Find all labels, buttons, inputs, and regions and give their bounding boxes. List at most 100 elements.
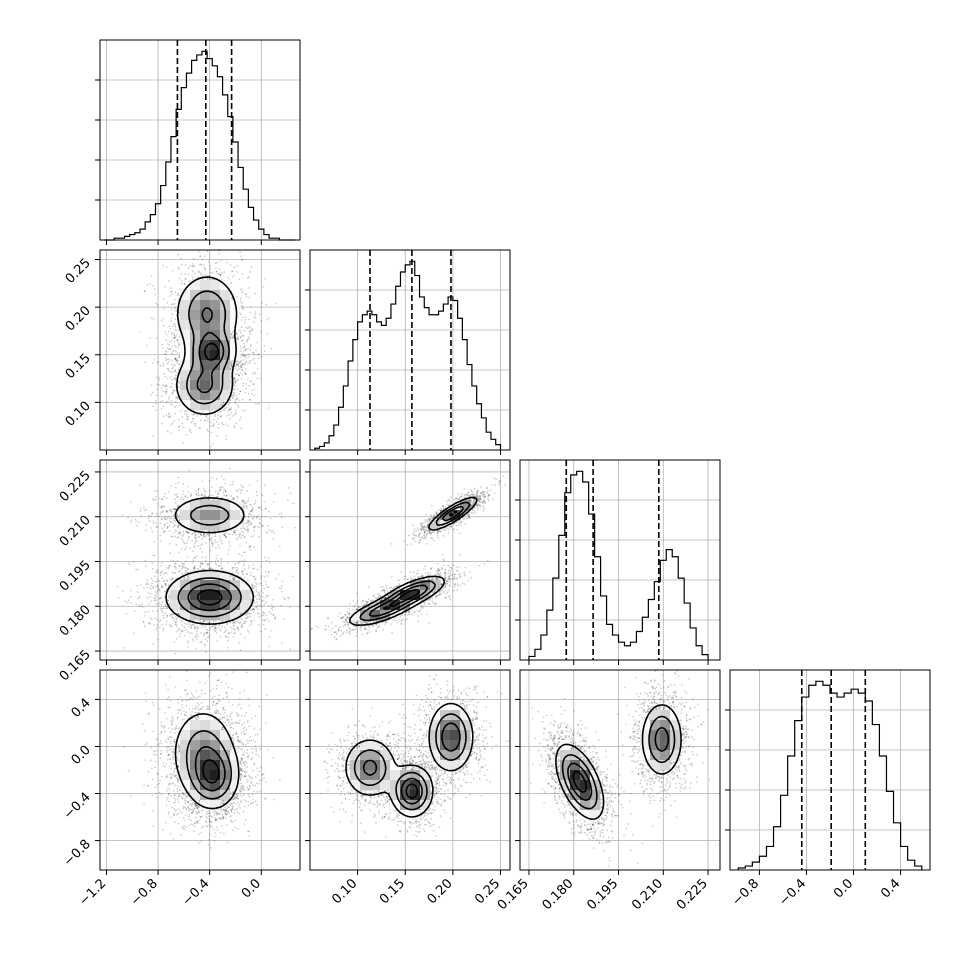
sample-point xyxy=(194,545,196,547)
sample-point xyxy=(164,603,166,605)
density-cell xyxy=(220,370,231,381)
sample-point xyxy=(221,421,223,424)
sample-point xyxy=(164,357,167,359)
sample-point xyxy=(143,615,146,617)
sample-point xyxy=(242,335,245,337)
sample-point xyxy=(176,362,179,364)
sample-point xyxy=(176,638,178,640)
sample-point xyxy=(179,363,181,366)
sample-point xyxy=(240,288,242,290)
sample-point xyxy=(249,311,252,314)
y-tick-label: 0.10 xyxy=(63,399,94,430)
sample-point xyxy=(254,372,257,375)
sample-point xyxy=(170,625,172,627)
sample-point xyxy=(185,560,187,563)
sample-point xyxy=(268,605,270,607)
sample-point xyxy=(242,354,245,357)
sample-point xyxy=(174,412,177,415)
sample-point xyxy=(158,378,160,381)
sample-point xyxy=(170,535,173,538)
sample-point xyxy=(229,622,232,624)
sample-point xyxy=(175,357,177,359)
sample-point xyxy=(220,404,222,406)
sample-point xyxy=(232,359,235,362)
sample-point xyxy=(176,308,178,311)
sample-point xyxy=(198,494,200,496)
sample-point xyxy=(240,366,242,368)
sample-point xyxy=(173,532,175,534)
sample-point xyxy=(174,336,177,338)
sample-point xyxy=(184,626,186,629)
sample-point xyxy=(170,339,172,342)
sample-point xyxy=(174,364,176,366)
sample-point xyxy=(239,330,242,332)
sample-point xyxy=(256,604,259,606)
sample-point xyxy=(233,334,235,337)
sample-point xyxy=(174,298,176,301)
sample-point xyxy=(174,621,177,623)
sample-point xyxy=(170,320,172,322)
sample-point xyxy=(237,621,240,624)
sample-point xyxy=(202,411,204,413)
sample-point xyxy=(147,592,150,594)
sample-point xyxy=(167,594,170,596)
y-tick-label: 0.25 xyxy=(63,256,94,287)
sample-point xyxy=(177,536,179,538)
sample-point xyxy=(228,408,230,410)
sample-point xyxy=(122,590,124,593)
sample-point xyxy=(174,520,176,522)
sample-point xyxy=(179,366,181,369)
sample-point xyxy=(250,592,253,595)
sample-point xyxy=(165,567,168,569)
sample-point xyxy=(258,591,260,594)
sample-point xyxy=(287,499,289,501)
sample-point xyxy=(220,399,223,402)
sample-point xyxy=(153,554,156,557)
sample-point xyxy=(249,399,252,401)
sample-point xyxy=(231,364,233,367)
sample-point xyxy=(233,382,235,385)
sample-point xyxy=(226,624,228,626)
sample-point xyxy=(234,365,236,368)
sample-point xyxy=(216,434,218,437)
sample-point xyxy=(244,551,247,554)
sample-point xyxy=(154,499,157,501)
density-cell xyxy=(200,280,211,291)
sample-point xyxy=(236,265,238,267)
sample-point xyxy=(180,537,183,540)
sample-point xyxy=(171,345,173,348)
sample-point xyxy=(236,496,239,499)
sample-point xyxy=(241,305,244,307)
sample-point xyxy=(182,534,184,537)
sample-point xyxy=(173,303,176,305)
sample-point xyxy=(237,404,239,406)
sample-point xyxy=(182,562,185,565)
sample-point xyxy=(184,566,186,569)
sample-point xyxy=(230,368,232,370)
sample-point xyxy=(226,406,228,409)
sample-point xyxy=(227,533,230,535)
sample-point xyxy=(259,605,262,607)
sample-point xyxy=(215,270,218,273)
sample-point xyxy=(243,345,246,347)
sample-point xyxy=(171,360,174,362)
sample-point xyxy=(206,632,208,634)
sample-point xyxy=(183,283,185,285)
sample-point xyxy=(161,423,163,425)
sample-point xyxy=(252,563,255,565)
sample-point xyxy=(178,429,180,432)
sample-point xyxy=(229,545,231,547)
sample-point xyxy=(250,609,252,612)
sample-point xyxy=(247,247,248,248)
sample-point xyxy=(163,523,165,525)
sample-point xyxy=(208,562,211,565)
sample-point xyxy=(263,345,266,347)
sample-point xyxy=(166,343,169,345)
density-cell xyxy=(190,360,201,371)
sample-point xyxy=(163,353,166,355)
sample-point xyxy=(184,548,186,551)
sample-point xyxy=(233,413,236,416)
sample-point xyxy=(176,339,178,341)
sample-point xyxy=(172,371,174,373)
